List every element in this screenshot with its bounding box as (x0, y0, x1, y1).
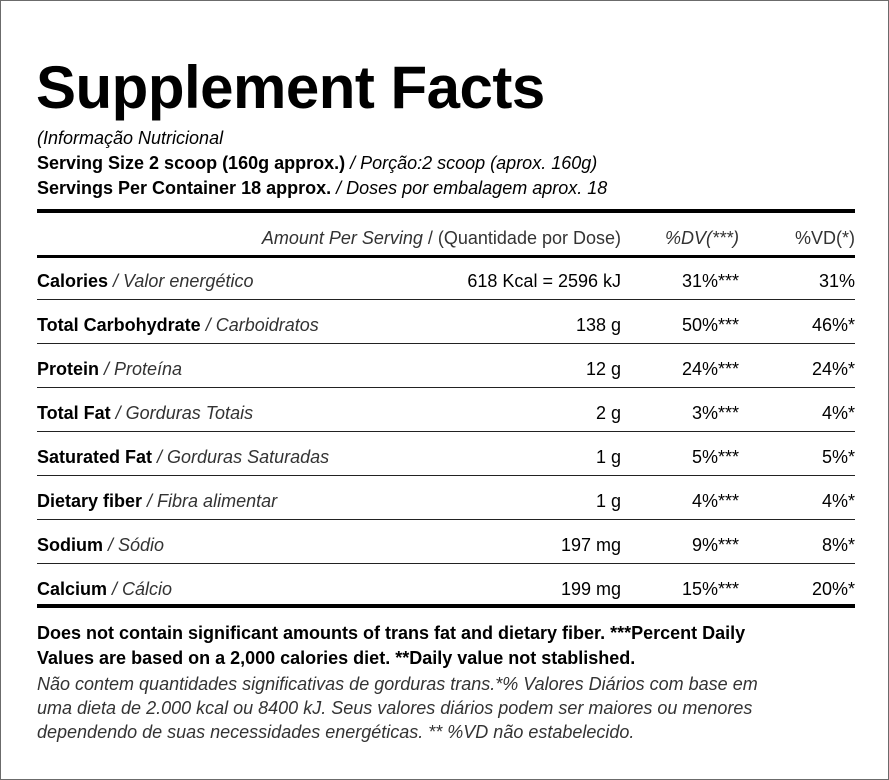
nutrient-name-cell: Dietary fiber / Fibra alimentar (37, 489, 277, 513)
row-divider (37, 299, 855, 300)
nutrient-dv: 9%*** (691, 535, 739, 555)
row-divider (37, 343, 855, 344)
nutrient-translation: / Valor energético (108, 271, 254, 291)
nutrient-vd: 20%* (811, 579, 855, 599)
nutrient-vd: 46%* (811, 315, 855, 335)
nutrient-translation: / Sódio (103, 535, 165, 555)
nutrient-name: Dietary fiber (37, 491, 143, 511)
nutrient-vd: 31% (818, 271, 855, 291)
nutrient-dv: 24%*** (681, 359, 739, 379)
footnote-pt-line3: dependendo de suas necessidades energéti… (37, 722, 635, 742)
nutrient-translation: / Gorduras Totais (110, 403, 254, 423)
header-quantity: / (Quantidade por Dose) (422, 228, 621, 248)
nutrient-row: Calories / Valor energético 618 Kcal = 25… (37, 269, 855, 293)
nutrient-name-cell: Total Carbohydrate / Carboidratos (37, 313, 319, 337)
subtitle: (Informação Nutricional (37, 128, 224, 148)
header-amount: Amount Per Serving / (Quantidade por Dos… (262, 226, 621, 250)
nutrient-name: Saturated Fat (37, 447, 153, 467)
top-thick-rule (37, 209, 855, 213)
nutrient-amount: 1 g (595, 491, 621, 511)
footnote-pt-line2: uma dieta de 2.000 kcal ou 8400 kJ. Seus… (37, 698, 753, 718)
row-divider (37, 519, 855, 520)
nutrient-amount: 2 g (595, 403, 621, 423)
nutrient-amount: 1 g (595, 447, 621, 467)
nutrient-row: Saturated Fat / Gorduras Saturadas 1 g 5%*… (37, 445, 855, 469)
nutrient-name-cell: Total Fat / Gorduras Totais (37, 401, 253, 425)
nutrient-name-cell: Protein / Proteína (37, 357, 182, 381)
nutrient-name-cell: Calories / Valor energético (37, 269, 253, 293)
row-divider (37, 475, 855, 476)
servings-per-container: Servings Per Container 18 approx. / Dose… (37, 177, 607, 199)
nutrient-translation: / Carboidratos (200, 315, 319, 335)
footnote-en-line1: Does not contain significant amounts of … (37, 623, 746, 643)
nutrient-amount: 618 Kcal = 2596 kJ (467, 271, 621, 291)
nutrient-row: Total Fat / Gorduras Totais 2 g 3%*** 4%* (37, 401, 855, 425)
nutrient-dv: 15%*** (681, 579, 739, 599)
row-divider (37, 563, 855, 564)
nutrient-name: Total Fat (37, 403, 111, 423)
serving-size-translation: / Porção:2 scoop (aprox. 160g) (345, 153, 598, 173)
servings-per-container-translation: / Doses por embalagem aprox. 18 (331, 178, 608, 198)
nutrient-vd: 24%* (811, 359, 855, 379)
header-amount-per-serving: Amount Per Serving (261, 228, 423, 248)
nutrient-amount: 197 mg (560, 535, 621, 555)
footnote-pt-line1: Não contem quantidades significativas de… (37, 674, 758, 694)
nutrient-vd: 5%* (821, 447, 855, 467)
nutrient-amount: 199 mg (560, 579, 621, 599)
nutrient-name-cell: Saturated Fat / Gorduras Saturadas (37, 445, 329, 469)
nutrient-row: Dietary fiber / Fibra alimentar 1 g 4%*** 4… (37, 489, 855, 513)
nutrient-dv: 4%*** (691, 491, 739, 511)
bottom-thick-rule (37, 604, 855, 608)
row-divider (37, 387, 855, 388)
header-dv: %DV(***) (664, 228, 739, 248)
nutrient-vd: 4%* (821, 491, 855, 511)
table-header: Amount Per Serving / (Quantidade por Dos… (37, 226, 855, 250)
nutrient-vd: 4%* (821, 403, 855, 423)
nutrient-name: Calcium (37, 579, 108, 599)
nutrient-row: Protein / Proteína 12 g 24%*** 24%* (37, 357, 855, 381)
nutrient-amount: 12 g (585, 359, 621, 379)
serving-size: Serving Size 2 scoop (160g approx.) / Po… (37, 152, 597, 174)
nutrient-translation: / Gorduras Saturadas (152, 447, 330, 467)
header-vd: %VD(*) (794, 228, 855, 248)
nutrient-vd: 8%* (821, 535, 855, 555)
footnote-en-line2: Values are based on a 2,000 calories die… (37, 648, 636, 668)
nutrient-name-cell: Sodium / Sódio (37, 533, 164, 557)
nutrient-dv: 50%*** (681, 315, 739, 335)
nutrient-row: Sodium / Sódio 197 mg 9%*** 8%* (37, 533, 855, 557)
nutrient-name-cell: Calcium / Cálcio (37, 577, 172, 601)
nutrient-row: Calcium / Cálcio 199 mg 15%*** 20%* (37, 577, 855, 601)
row-divider (37, 431, 855, 432)
nutrient-dv: 3%*** (691, 403, 739, 423)
serving-size-label: Serving Size 2 scoop (160g approx.) (37, 153, 346, 173)
nutrient-name: Protein (37, 359, 100, 379)
nutrient-row: Total Carbohydrate / Carboidratos 138 g 50… (37, 313, 855, 337)
nutrient-name: Calories (37, 271, 109, 291)
servings-per-container-label: Servings Per Container 18 approx. (37, 178, 332, 198)
panel-title: Supplement Facts (36, 54, 545, 121)
nutrient-translation: / Fibra alimentar (142, 491, 278, 511)
nutrient-name: Sodium (37, 535, 103, 555)
nutrient-translation: / Proteína (99, 359, 183, 379)
nutrient-dv: 31%*** (681, 271, 739, 291)
nutrient-dv: 5%*** (691, 447, 739, 467)
header-rule (37, 255, 855, 258)
nutrient-amount: 138 g (575, 315, 621, 335)
nutrient-translation: / Cálcio (107, 579, 173, 599)
nutrient-name: Total Carbohydrate (37, 315, 201, 335)
